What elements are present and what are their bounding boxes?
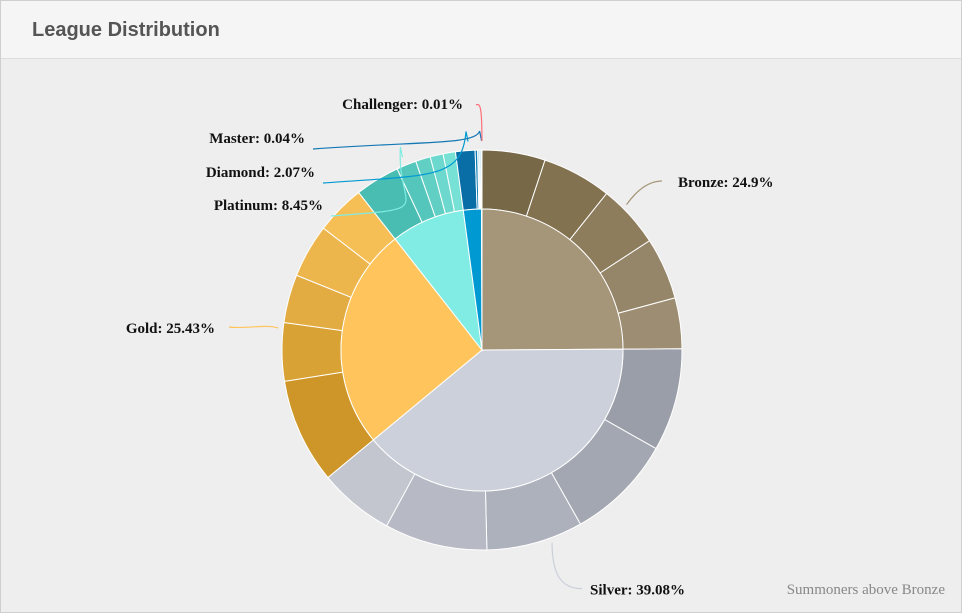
connector-challenger [475, 103, 483, 142]
slice-label-bronze: Bronze: 24.9% [678, 175, 774, 191]
league-pie-chart: Bronze: 24.9% Silver: 39.08% Gold: 25.43% P… [126, 97, 774, 599]
panel-title: League Distribution [32, 19, 220, 41]
slice-labels: Bronze: 24.9% Silver: 39.08% Gold: 25.43% P… [126, 97, 774, 599]
slice-label-silver: Silver: 39.08% [590, 583, 685, 599]
panel-header: League Distribution [1, 1, 961, 59]
connector-bronze [626, 180, 663, 205]
pie-slice-gold[interactable] [340, 238, 483, 441]
connector-silver [551, 542, 583, 590]
connector-master [312, 130, 483, 150]
division-ring [281, 149, 683, 551]
league-inner-pie [340, 208, 624, 492]
chart-credits: Summoners above Bronze [786, 582, 945, 598]
division-segment-gold-2[interactable] [281, 321, 344, 382]
slice-label-challenger: Challenger: 0.01% [342, 97, 463, 113]
slice-label-gold: Gold: 25.43% [126, 321, 215, 337]
connector-platinum [330, 146, 407, 217]
connector-gold [228, 325, 279, 329]
slice-label-diamond: Diamond: 2.07% [206, 165, 315, 181]
pie-slice-silver[interactable] [372, 348, 624, 492]
slice-label-platinum: Platinum: 8.45% [214, 198, 323, 214]
slice-label-master: Master: 0.04% [209, 131, 305, 147]
pie-slice-bronze[interactable] [481, 208, 624, 351]
